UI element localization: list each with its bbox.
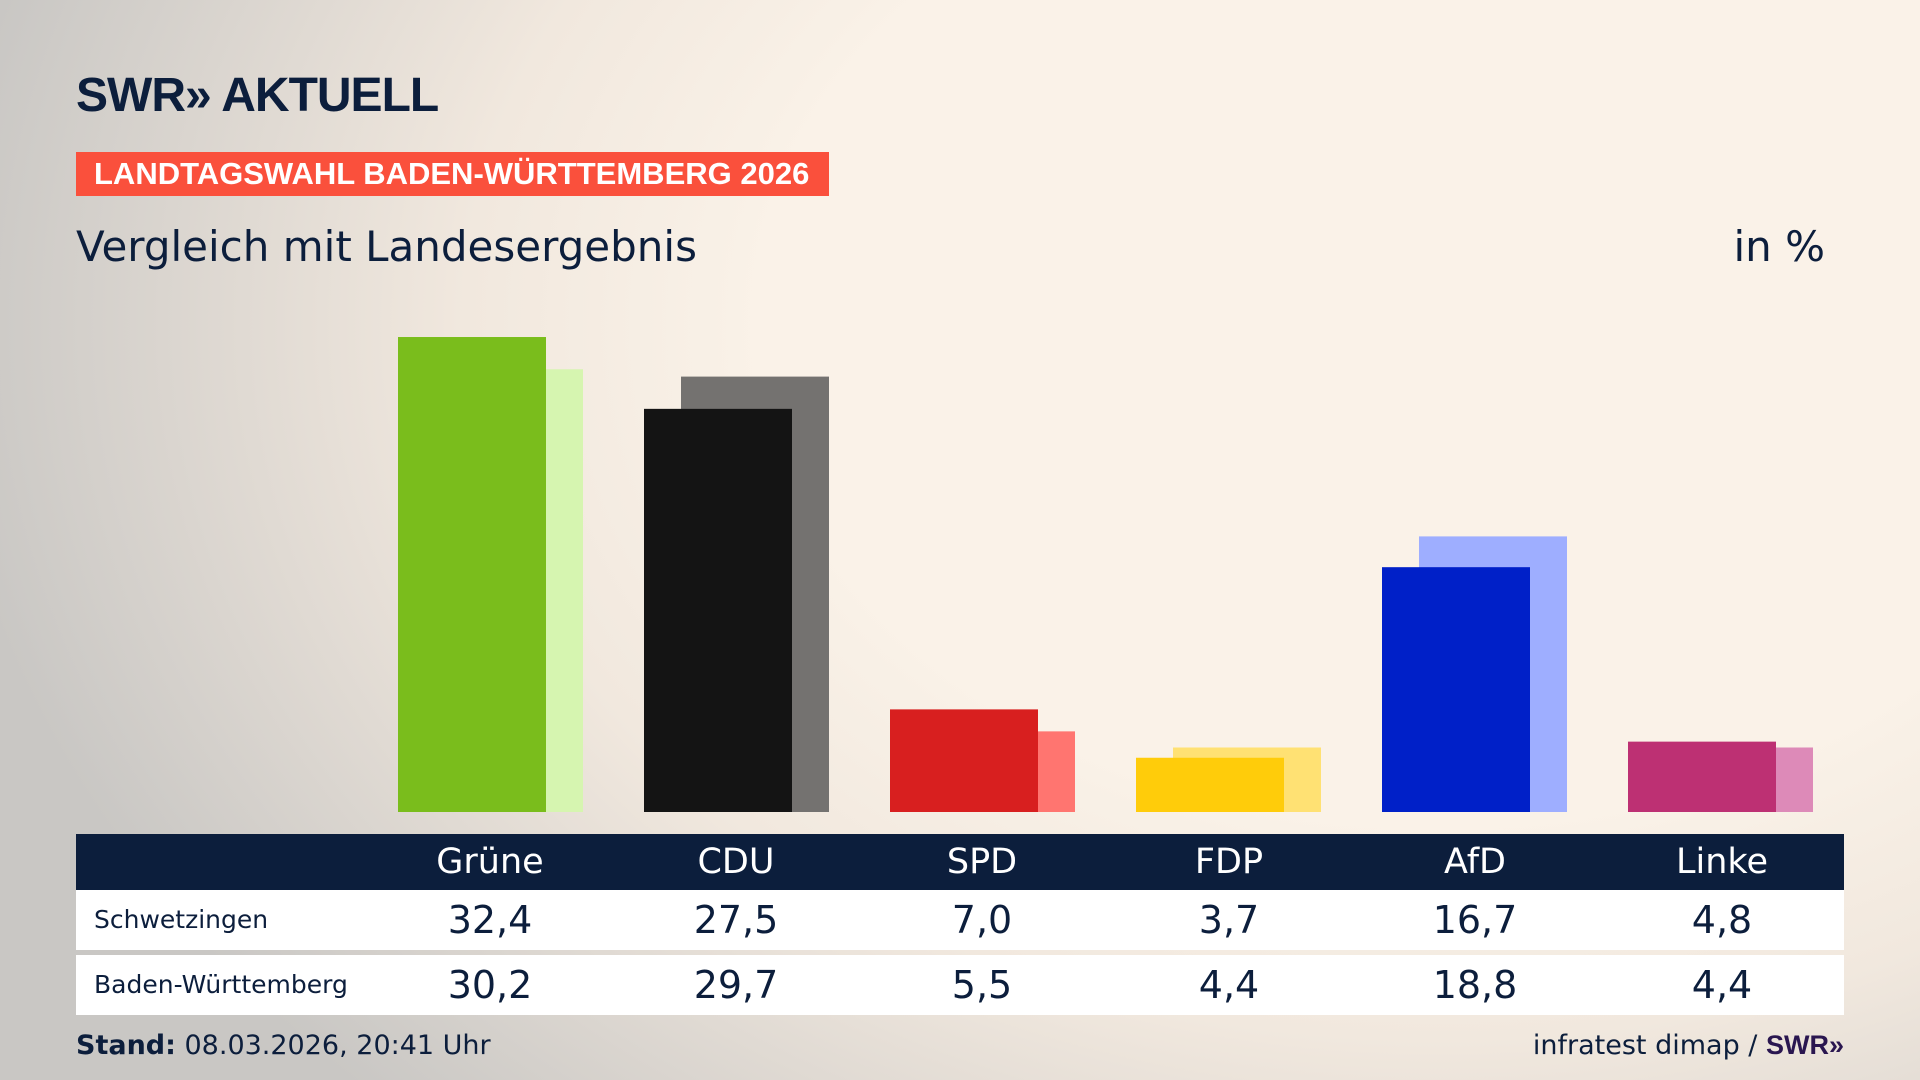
source: infratest dimap / SWR» [1533, 1030, 1844, 1061]
table-cell: 32,4 [447, 898, 533, 942]
table-cell: 4,4 [1198, 963, 1260, 1007]
table-cell: 27,5 [693, 898, 779, 942]
table-cell: 7,0 [951, 898, 1013, 942]
row-label: Baden-Württemberg [94, 970, 348, 999]
swr-logo: SWR» [1765, 1030, 1844, 1060]
table-cell: 5,5 [951, 963, 1013, 1007]
table-cell: 16,7 [1432, 898, 1518, 942]
election-banner: LANDTAGSWAHL BADEN-WÜRTTEMBERG 2026 [76, 152, 829, 196]
source-text: infratest dimap / [1532, 1030, 1766, 1061]
swr-aktuell-logo: SWR» AKTUELL [76, 69, 439, 122]
timestamp: Stand: 08.03.2026, 20:41 Uhr [76, 1030, 491, 1061]
table-cell: 4,8 [1691, 898, 1753, 942]
bar-local-cdu [644, 408, 792, 812]
table-cell: 4,4 [1691, 963, 1753, 1007]
bar-local-spd [890, 709, 1038, 812]
column-header: Grüne [436, 842, 544, 882]
stand-value: 08.03.2026, 20:41 Uhr [175, 1030, 491, 1061]
stand-label: Stand: [76, 1030, 176, 1061]
column-header: SPD [946, 842, 1018, 882]
column-header: FDP [1194, 842, 1264, 882]
chart-subtitle: Vergleich mit Landesergebnis [76, 222, 697, 271]
column-header: Linke [1676, 842, 1768, 882]
results-table: Grüne CDU SPD FDP AfD Linke Schwetzingen 32,4 2… [76, 834, 1844, 1015]
table-row: Baden-Württemberg 30,2 29,7 5,5 4,4 18,8 4,4 [76, 955, 1844, 1015]
row-label: Schwetzingen [94, 905, 269, 934]
bar-local-linke [1628, 741, 1776, 812]
table-cell: 18,8 [1432, 963, 1518, 1007]
table-row: Schwetzingen 32,4 27,5 7,0 3,7 16,7 4,8 [76, 890, 1844, 950]
table-cell: 30,2 [447, 963, 533, 1007]
bar-local-fdp [1136, 757, 1284, 812]
column-header: CDU [697, 842, 775, 882]
table-header: Grüne CDU SPD FDP AfD Linke [76, 834, 1844, 890]
unit-label: in % [1733, 222, 1825, 271]
table-cell: 3,7 [1198, 898, 1260, 942]
bar-local-grüne [398, 337, 546, 812]
column-header: AfD [1444, 842, 1506, 882]
bar-chart [398, 337, 1813, 812]
table-cell: 29,7 [693, 963, 779, 1007]
bar-local-afd [1382, 567, 1530, 812]
